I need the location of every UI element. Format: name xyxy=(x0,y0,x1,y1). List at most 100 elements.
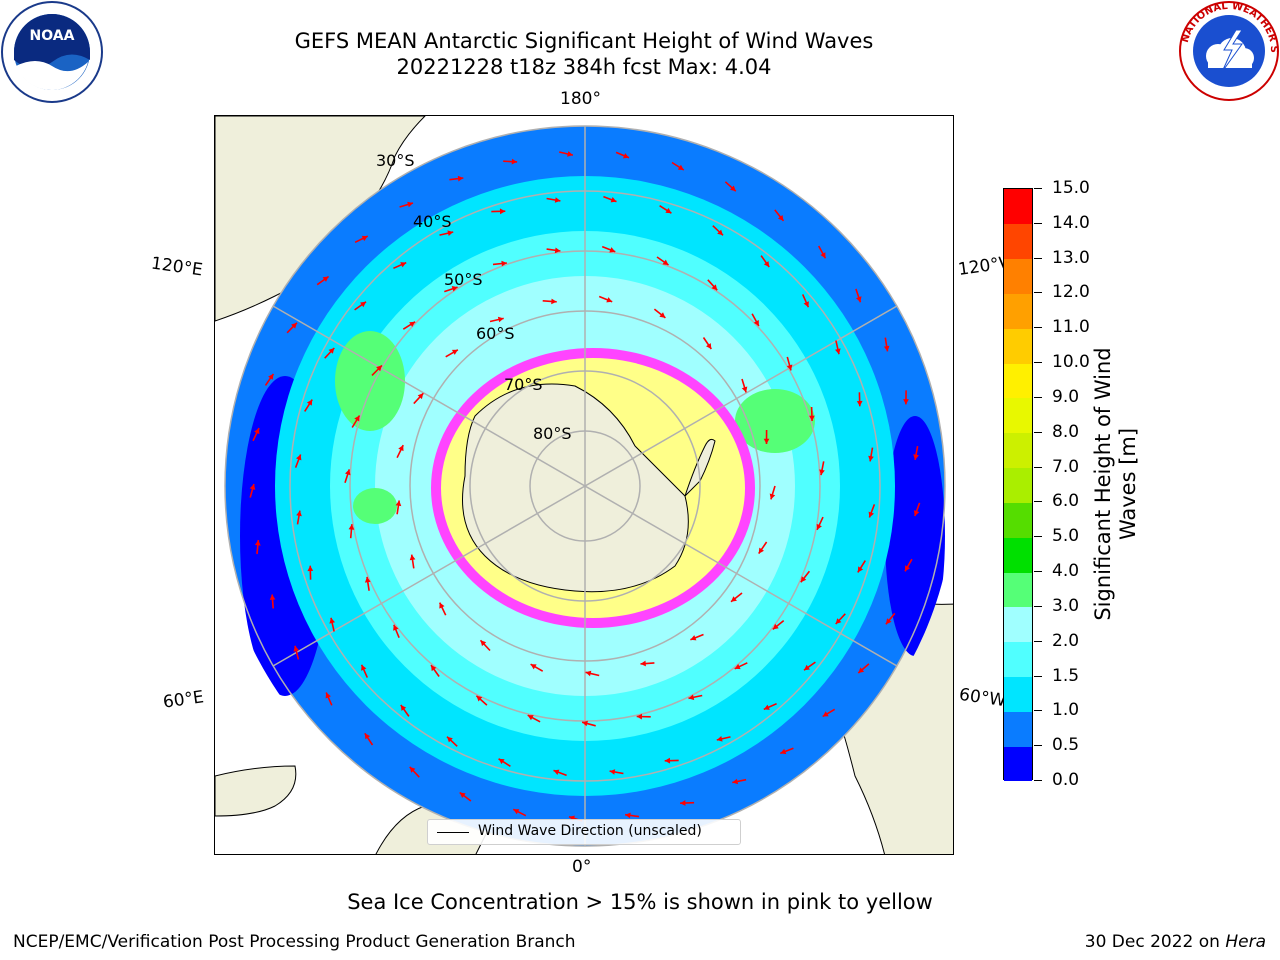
colorbar-segment xyxy=(1004,432,1032,469)
colorbar-tick-label: 15.0 xyxy=(1052,178,1090,198)
wind-arrow-head xyxy=(431,665,437,672)
colorbar-tick xyxy=(1034,222,1042,224)
wind-arrow-head xyxy=(803,301,809,308)
lon-label-180: 180° xyxy=(560,89,601,109)
wind-arrow-head xyxy=(348,524,355,530)
wind-arrow-head xyxy=(769,493,776,500)
wind-arrow-head xyxy=(677,164,684,170)
colorbar-segment xyxy=(1004,397,1032,434)
colorbar-segment xyxy=(1004,467,1032,503)
wind-arrow-head xyxy=(659,312,666,318)
colorbar-segment xyxy=(1004,258,1032,294)
wind-arrow-head xyxy=(717,229,723,236)
wind-arrow-head xyxy=(501,260,507,267)
colorbar-tick-label: 14.0 xyxy=(1052,212,1090,233)
wind-arrow-head xyxy=(741,386,748,393)
wind-arrow-head xyxy=(883,345,890,352)
wind-arrow-head xyxy=(447,230,454,236)
wind-arrow-head xyxy=(688,694,695,701)
wind-arrow-head xyxy=(857,566,864,573)
colorbar-segment xyxy=(1004,502,1032,538)
wind-arrow-head xyxy=(354,415,360,422)
wind-arrow-head xyxy=(819,469,825,476)
colorbar-tick xyxy=(1034,675,1042,677)
wind-arrow-head xyxy=(734,663,741,670)
wind-arrows xyxy=(249,151,921,822)
wind-arrow-head xyxy=(885,618,892,625)
land-africa xyxy=(215,765,297,817)
colorbar-segment xyxy=(1004,363,1032,399)
colorbar-tick xyxy=(1034,466,1042,468)
wind-arrow-head xyxy=(393,624,399,631)
noaa-logo-text: NOAA xyxy=(30,28,75,44)
wind-arrow-head xyxy=(291,322,297,329)
wind-arrow-head xyxy=(804,664,810,671)
colorbar-segment xyxy=(1004,676,1032,712)
colorbar-tick-label: 7.0 xyxy=(1052,456,1080,477)
wind-arrow-head xyxy=(711,284,718,291)
wind-arrow-head xyxy=(345,469,351,476)
wind-arrow-head xyxy=(476,695,483,702)
land-antarctic-peninsula xyxy=(684,438,716,497)
colorbar-segment xyxy=(1004,572,1032,608)
colorbar-tick xyxy=(1034,501,1042,503)
wind-arrow-head xyxy=(664,757,671,764)
colorbar-tick-label: 10.0 xyxy=(1052,352,1090,373)
wind-arrow-head xyxy=(409,554,416,561)
colorbar-segment xyxy=(1004,537,1032,573)
colorbar-segment xyxy=(1004,189,1032,225)
lon-label-60w: 60°W xyxy=(957,684,1008,712)
wind-arrow-head xyxy=(269,594,276,600)
wind-arrow-head xyxy=(763,704,770,710)
wind-arrow-head xyxy=(296,454,302,461)
wind-arrow-head xyxy=(457,175,464,182)
colorbar-tick xyxy=(1034,745,1042,747)
noaa-logo: NOAA xyxy=(1,1,103,103)
colorbar-tick-label: 1.5 xyxy=(1052,665,1080,686)
colorbar-tick xyxy=(1034,780,1042,781)
wind-arrow-head xyxy=(364,733,371,740)
wind-arrow-head xyxy=(816,523,822,530)
wind-arrow-head xyxy=(585,670,592,677)
wind-arrow-head xyxy=(249,484,256,490)
wind-arrow-head xyxy=(329,617,335,624)
wind-arrow-head xyxy=(400,262,407,268)
wind-arrow-head xyxy=(609,769,616,775)
wind-arrow-head xyxy=(732,778,739,785)
colorbar-tick-label: 4.0 xyxy=(1052,561,1080,582)
date-text: 30 Dec 2022 on xyxy=(1084,932,1226,952)
wind-arrow-head xyxy=(306,399,313,406)
colorbar-segment xyxy=(1004,711,1032,747)
wind-arrow-head xyxy=(856,400,863,407)
wind-arrow-head xyxy=(731,596,737,602)
lon-label-0: 0° xyxy=(572,857,592,877)
wind-arrow-head xyxy=(447,736,453,743)
wind-arrow-head xyxy=(662,259,669,265)
colorbar-tick-label: 12.0 xyxy=(1052,282,1090,303)
colorbar-tick xyxy=(1034,431,1042,433)
colorbar-segment xyxy=(1004,223,1032,260)
colorbar-tick xyxy=(1034,605,1042,607)
wind-arrow-head xyxy=(758,547,764,554)
wave-green-patch-east xyxy=(735,389,815,453)
wind-arrow-head xyxy=(606,297,613,303)
polar-map xyxy=(214,115,954,855)
wind-arrow-head xyxy=(268,373,274,380)
map-canvas xyxy=(215,116,953,854)
wind-arrow-head xyxy=(513,809,520,815)
wind-arrow-head xyxy=(780,748,787,755)
date-line: 30 Dec 2022 on Hera xyxy=(1085,932,1266,952)
wind-arrow-head xyxy=(567,151,573,157)
graticule xyxy=(224,125,946,847)
colorbar-tick xyxy=(1034,257,1042,259)
colorbar-tick-label: 3.0 xyxy=(1052,595,1080,616)
wind-arrow-head xyxy=(822,711,829,717)
wind-arrow-head xyxy=(786,364,793,371)
wind-arrow-head xyxy=(307,565,314,572)
wind-arrow-head xyxy=(361,235,368,242)
map-legend: Wind Wave Direction (unscaled) xyxy=(427,819,741,845)
wind-arrow-head xyxy=(395,500,402,507)
colorbar-tick-label: 13.0 xyxy=(1052,247,1090,268)
wind-arrow-head xyxy=(636,713,642,720)
wind-arrow-head xyxy=(554,247,561,254)
